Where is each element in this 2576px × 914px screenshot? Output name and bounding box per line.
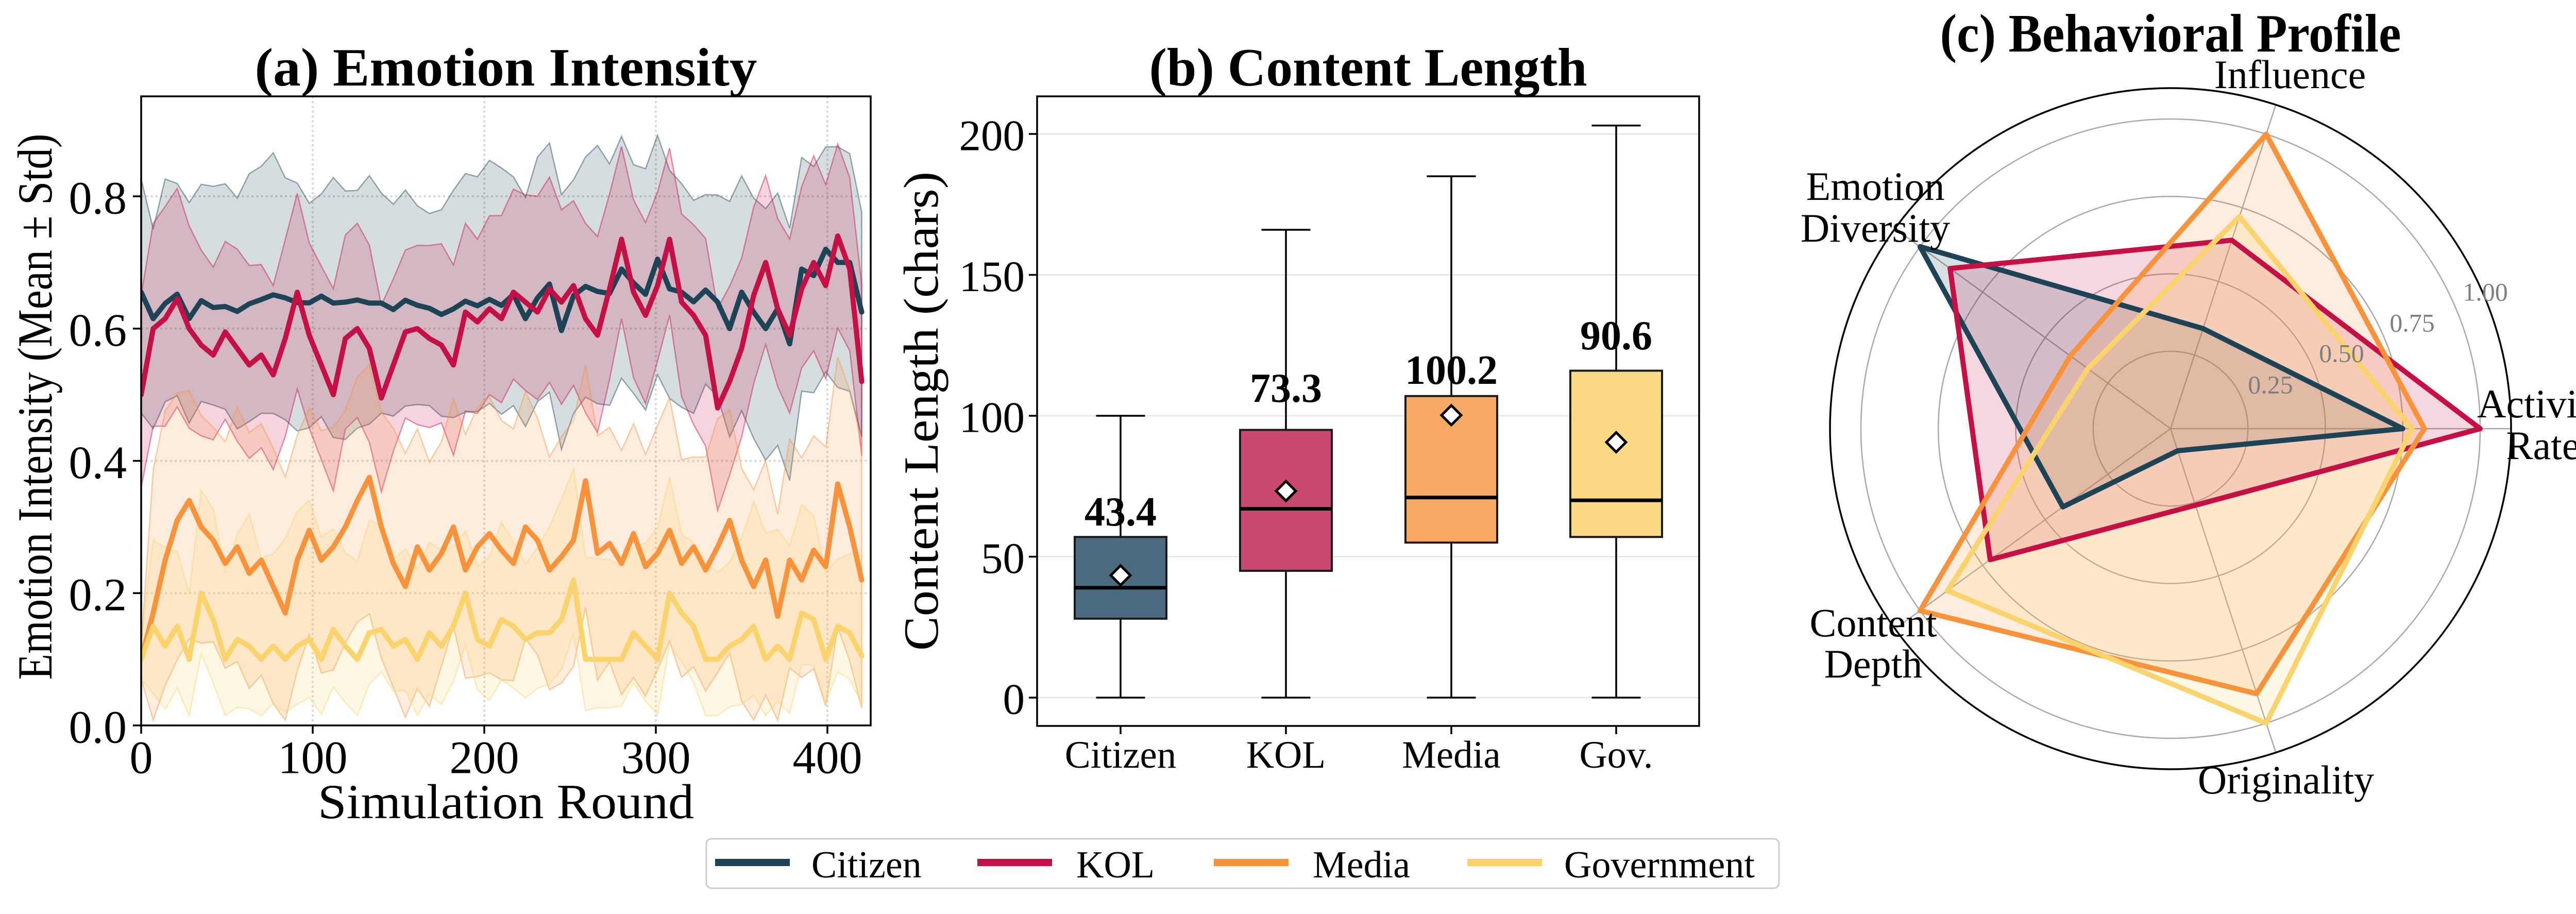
svg-text:Originality: Originality <box>2198 757 2374 802</box>
svg-text:KOL: KOL <box>1076 844 1155 886</box>
svg-text:100: 100 <box>278 732 348 783</box>
svg-text:0.6: 0.6 <box>69 305 127 356</box>
svg-text:90.6: 90.6 <box>1580 313 1652 359</box>
svg-text:Emotion Intensity (Mean ± Std): Emotion Intensity (Mean ± Std) <box>8 134 62 680</box>
svg-text:KOL: KOL <box>1246 734 1326 776</box>
svg-text:Government: Government <box>1564 844 1755 886</box>
svg-text:Influence: Influence <box>2214 52 2366 97</box>
svg-text:Emotion: Emotion <box>1806 164 1945 209</box>
svg-text:Simulation Round: Simulation Round <box>318 774 694 829</box>
svg-text:1.00: 1.00 <box>2463 278 2508 307</box>
svg-text:0.2: 0.2 <box>69 570 127 621</box>
svg-text:Diversity: Diversity <box>1801 206 1950 250</box>
svg-text:0: 0 <box>1003 675 1025 724</box>
svg-text:300: 300 <box>621 732 691 783</box>
svg-text:0: 0 <box>130 732 153 783</box>
svg-text:200: 200 <box>450 732 519 783</box>
svg-text:(b) Content Length: (b) Content Length <box>1149 37 1587 97</box>
svg-text:100.2: 100.2 <box>1405 348 1498 393</box>
svg-text:43.4: 43.4 <box>1084 489 1157 535</box>
svg-text:(c) Behavioral Profile: (c) Behavioral Profile <box>1940 3 2401 63</box>
svg-text:0.0: 0.0 <box>69 702 127 753</box>
svg-text:400: 400 <box>793 732 862 783</box>
svg-text:Gov.: Gov. <box>1579 734 1653 776</box>
svg-text:150: 150 <box>959 252 1025 301</box>
svg-text:Activity: Activity <box>2477 381 2576 426</box>
svg-text:73.3: 73.3 <box>1250 366 1322 411</box>
svg-text:(a) Emotion Intensity: (a) Emotion Intensity <box>255 37 757 97</box>
svg-text:Depth: Depth <box>1824 641 1923 686</box>
svg-text:Media: Media <box>1402 734 1501 776</box>
svg-text:Citizen: Citizen <box>811 844 922 886</box>
svg-text:0.8: 0.8 <box>69 173 127 224</box>
svg-text:0.50: 0.50 <box>2319 339 2364 368</box>
svg-text:0.4: 0.4 <box>69 437 127 488</box>
svg-text:0.25: 0.25 <box>2248 370 2293 399</box>
svg-text:50: 50 <box>981 534 1025 583</box>
svg-text:Content Length (chars): Content Length (chars) <box>894 172 948 651</box>
svg-text:Content: Content <box>1810 600 1937 645</box>
svg-text:100: 100 <box>959 394 1025 442</box>
svg-text:Media: Media <box>1313 844 1410 886</box>
svg-text:Citizen: Citizen <box>1065 734 1177 776</box>
svg-text:0.75: 0.75 <box>2389 309 2435 337</box>
svg-text:200: 200 <box>959 112 1025 160</box>
svg-text:Rate: Rate <box>2506 423 2576 468</box>
